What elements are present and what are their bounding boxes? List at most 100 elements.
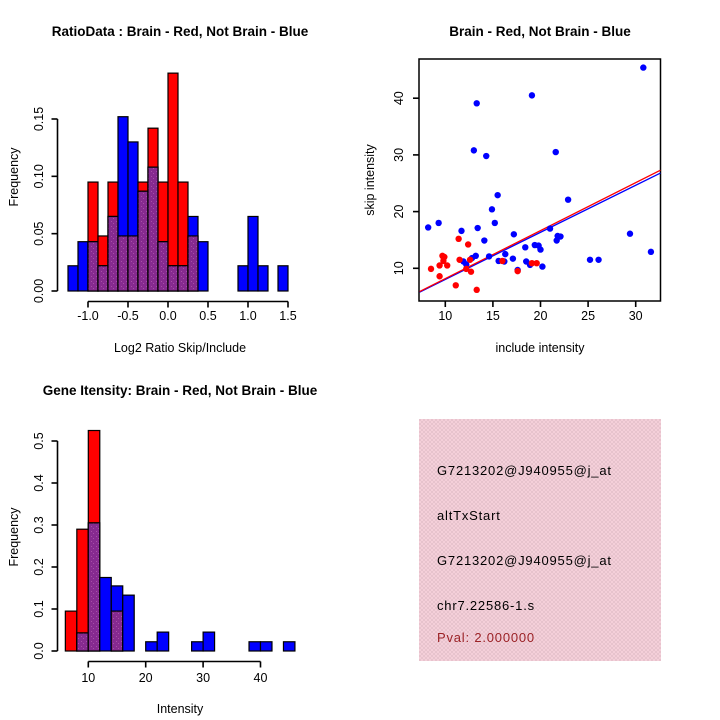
tick-label: 40 bbox=[392, 91, 406, 105]
data-point bbox=[435, 219, 442, 227]
gene-histogram-axes: 0.0 0.1 0.2 0.3 0.4 0.5 10 20 30 40 bbox=[32, 432, 267, 685]
data-point bbox=[455, 235, 462, 243]
scatter-title: Brain - Red, Not Brain - Blue bbox=[449, 24, 631, 39]
data-point bbox=[488, 206, 496, 213]
chromosome-line: chr7.22586-1.s bbox=[437, 598, 535, 613]
histogram-bar bbox=[187, 235, 199, 292]
data-point bbox=[491, 219, 499, 227]
histogram-bar bbox=[77, 241, 89, 292]
probe-id-line-2: G7213202@J940955@j_at bbox=[437, 553, 612, 568]
tick-label: 0.4 bbox=[32, 474, 46, 491]
intensity-scatter-axes: 10 15 20 25 30 10 20 30 40 bbox=[392, 91, 643, 323]
gene-histogram: 0.0 0.1 0.2 0.3 0.4 0.5 10 20 30 40 bbox=[32, 429, 296, 685]
data-point bbox=[427, 265, 435, 273]
gene-histogram-ylabel: Frequency bbox=[7, 507, 21, 567]
tick-label: 0.5 bbox=[32, 432, 46, 449]
data-point bbox=[481, 237, 488, 244]
data-point bbox=[586, 256, 594, 263]
data-point bbox=[436, 262, 443, 269]
histogram-bar bbox=[99, 576, 112, 652]
tick-label: 1.5 bbox=[279, 309, 296, 323]
histogram-bar bbox=[157, 241, 169, 292]
intensity-scatter: 10 15 20 25 30 10 20 30 40 bbox=[392, 58, 662, 323]
gene-histogram-title: Gene Itensity: Brain - Red, Not Brain - … bbox=[42, 383, 318, 398]
data-point bbox=[509, 255, 517, 262]
data-point bbox=[467, 268, 475, 275]
data-point bbox=[424, 224, 432, 231]
data-point bbox=[473, 286, 480, 294]
data-point bbox=[528, 259, 536, 267]
tick-label: 0.0 bbox=[159, 309, 176, 323]
data-point bbox=[595, 256, 602, 263]
histogram-bar bbox=[137, 190, 149, 292]
tick-label: 0.15 bbox=[32, 107, 46, 131]
tick-label: 40 bbox=[254, 671, 268, 685]
tick-label: 0.10 bbox=[32, 164, 46, 188]
data-point bbox=[539, 263, 546, 270]
data-point bbox=[557, 233, 564, 240]
data-point bbox=[502, 250, 509, 258]
gene-info-panel: G7213202@J940955@j_at altTxStart G721320… bbox=[419, 419, 661, 661]
tick-label: 0.00 bbox=[32, 279, 46, 303]
histogram-bar bbox=[127, 235, 139, 292]
histogram-bar bbox=[110, 610, 124, 652]
data-point bbox=[485, 253, 493, 260]
ratio-histogram-title: RatioData : Brain - Red, Not Brain - Blu… bbox=[51, 24, 309, 39]
tick-label: 20 bbox=[534, 309, 548, 323]
probe-id-line: G7213202@J940955@j_at bbox=[437, 463, 612, 478]
data-point bbox=[466, 256, 474, 263]
data-point bbox=[444, 262, 451, 269]
ratio-histogram-ylabel: Frequency bbox=[7, 147, 21, 207]
data-point bbox=[458, 227, 465, 235]
histogram-bar bbox=[191, 641, 204, 652]
data-point bbox=[452, 282, 459, 289]
tick-label: 0.2 bbox=[32, 558, 46, 575]
data-point bbox=[647, 248, 655, 256]
tick-label: 0.1 bbox=[32, 600, 46, 617]
tick-label: 20 bbox=[139, 671, 153, 685]
histogram-bar bbox=[177, 265, 189, 292]
ratio-histogram-axes: 0.00 0.05 0.10 0.15 -1.0 -0.5 0.0 0.5 1.0 1.5 bbox=[32, 107, 297, 323]
histogram-bar bbox=[248, 641, 262, 652]
data-point bbox=[528, 92, 536, 99]
ratio-histogram-bars bbox=[67, 72, 289, 292]
data-point bbox=[552, 148, 559, 156]
data-point bbox=[533, 259, 540, 267]
tick-label: -1.0 bbox=[77, 309, 99, 323]
histogram-bar bbox=[67, 265, 79, 292]
tick-label: -0.5 bbox=[117, 309, 139, 323]
data-point bbox=[626, 230, 634, 237]
blue-fit bbox=[419, 172, 661, 293]
scatter-xlabel: include intensity bbox=[495, 341, 585, 355]
histogram-bar bbox=[247, 215, 259, 292]
histogram-bar bbox=[87, 522, 101, 652]
data-point bbox=[514, 267, 521, 275]
tick-label: 30 bbox=[196, 671, 210, 685]
data-point bbox=[546, 225, 554, 232]
histogram-bar bbox=[117, 235, 129, 292]
tick-label: 0.5 bbox=[199, 309, 216, 323]
tick-label: 0.3 bbox=[32, 516, 46, 533]
histogram-bar bbox=[107, 215, 119, 292]
data-point bbox=[522, 244, 529, 251]
ratio-histogram: 0.00 0.05 0.10 0.15 -1.0 -0.5 0.0 0.5 1.0 1.5 bbox=[32, 72, 297, 323]
histogram-bar bbox=[237, 265, 249, 292]
data-point bbox=[474, 224, 481, 232]
histogram-bar bbox=[257, 265, 269, 292]
intensity-scatter-plot-box bbox=[418, 58, 662, 302]
data-point bbox=[463, 265, 470, 273]
red-fit bbox=[419, 169, 661, 293]
data-point bbox=[456, 256, 463, 263]
ratio-histogram-xlabel: Log2 Ratio Skip/Include bbox=[113, 341, 247, 355]
tick-label: 10 bbox=[81, 671, 95, 685]
histogram-bar bbox=[87, 241, 99, 292]
data-point bbox=[640, 64, 647, 71]
histogram-bar bbox=[259, 641, 273, 652]
histogram-bar bbox=[167, 265, 179, 292]
pval-line: Pval: 2.000000 bbox=[437, 630, 535, 645]
histogram-bar bbox=[202, 631, 216, 652]
data-point bbox=[553, 237, 560, 244]
histogram-bar bbox=[97, 265, 109, 292]
data-point bbox=[510, 231, 518, 238]
